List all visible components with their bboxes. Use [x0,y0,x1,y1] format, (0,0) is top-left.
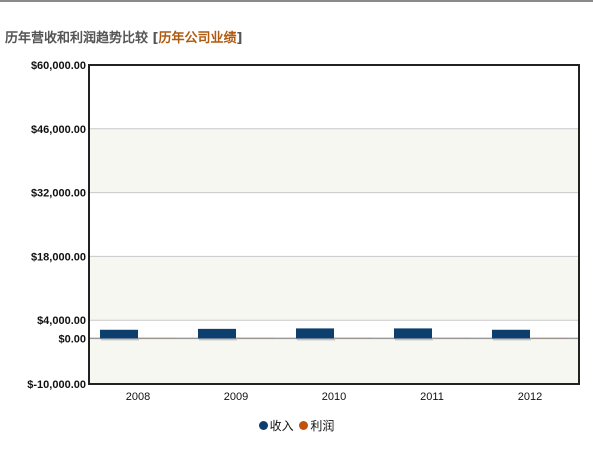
y-tick-label: $-10,000.00 [27,379,86,391]
company-performance-link[interactable]: 历年公司业绩 [158,31,237,46]
legend-label-revenue: 收入 [269,419,294,433]
bar-revenue [492,329,530,339]
bracket-close: ] [236,31,243,46]
y-tick-label: $18,000.00 [31,251,86,263]
bracket-open: [ [152,31,159,46]
bar-shadow [297,337,335,341]
legend-item-profit[interactable]: 利润 [299,417,334,434]
bar-shadow [101,337,139,341]
x-tick-label: 2011 [420,391,444,403]
section-header: 历年营收和利润趋势比较 [历年公司业绩] [5,27,242,46]
x-tick-label: 2012 [518,391,542,403]
bar-profit [236,337,274,339]
section-title: 历年营收和利润趋势比较 [5,31,149,46]
bar-revenue [100,329,138,339]
bar-shadow [493,337,531,341]
x-tick-label: 2009 [224,391,248,403]
y-tick-label: $4,000.00 [37,315,86,327]
x-tick-label: 2010 [322,391,346,403]
bar-revenue [198,328,236,339]
x-tick-label: 2008 [126,391,150,403]
top-border [0,0,593,2]
y-tick-label: $60,000.00 [31,60,86,72]
plot-band [89,338,579,384]
chart-legend: 收入 利润 [0,417,593,434]
bar-shadow [395,337,433,341]
legend-dot-revenue [258,421,268,430]
plot-band [89,128,579,193]
legend-label-profit: 利润 [310,419,335,433]
plot-frame [88,64,580,385]
legend-item-revenue[interactable]: 收入 [258,417,294,434]
bar-shadow [199,337,237,341]
bar-revenue [394,328,432,339]
legend-dot-profit [299,421,309,430]
bar-profit [432,337,470,339]
bar-profit [530,337,568,339]
bar-profit [334,337,372,339]
bar-revenue [296,328,334,339]
bar-profit [138,337,176,339]
y-tick-label: $32,000.00 [31,188,86,200]
plot-band [89,256,579,321]
y-tick-label: $46,000.00 [31,124,86,136]
y-tick-label: $0.00 [58,333,86,345]
